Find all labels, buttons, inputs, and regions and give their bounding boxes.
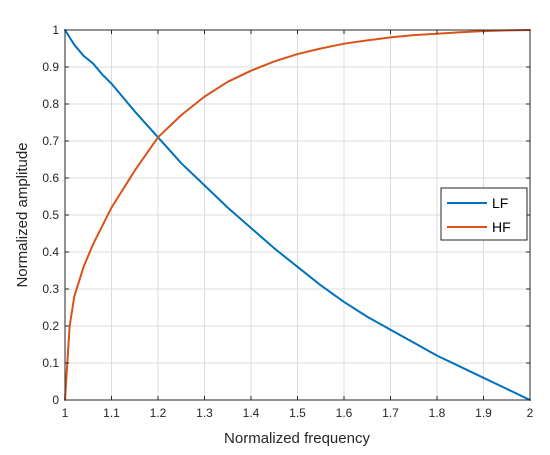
tick-labels: 1 1.1 1.2 1.3 1.4 1.5 1.6 1.7 1.8 1.9 2 0 0.1 0.2 0.3 0… xyxy=(42,23,533,420)
x-tick-label: 1.9 xyxy=(475,406,492,420)
y-tick-label: 0.6 xyxy=(42,171,59,185)
x-tick-label: 1.3 xyxy=(196,406,213,420)
x-axis-label: Normalized frequency xyxy=(224,430,370,447)
x-tick-label: 1.4 xyxy=(243,406,260,420)
legend-label-hf: HF xyxy=(492,219,511,235)
y-tick-label: 0.9 xyxy=(42,60,59,74)
series-line-lf xyxy=(64,29,531,401)
y-tick-label: 0.1 xyxy=(42,356,59,370)
x-tick-label: 1 xyxy=(62,406,69,420)
y-tick-label: 0.3 xyxy=(42,282,59,296)
x-tick-label: 1.2 xyxy=(150,406,167,420)
y-tick-label: 1 xyxy=(52,23,59,37)
x-tick-label: 1.1 xyxy=(103,406,120,420)
y-tick-label: 0.5 xyxy=(42,208,59,222)
x-tick-label: 2 xyxy=(527,406,534,420)
legend: LF HF xyxy=(440,187,528,241)
y-tick-label: 0.2 xyxy=(42,319,59,333)
x-tick-label: 1.6 xyxy=(336,406,353,420)
y-tick-label: 0.4 xyxy=(42,245,59,259)
legend-label-lf: LF xyxy=(492,195,508,211)
y-tick-label: 0.7 xyxy=(42,134,59,148)
y-axis-label: Normalized amplitude xyxy=(14,142,31,287)
x-tick-label: 1.5 xyxy=(289,406,306,420)
ticks xyxy=(64,29,531,401)
y-tick-label: 0 xyxy=(52,393,59,407)
x-tick-label: 1.7 xyxy=(382,406,399,420)
legend-box xyxy=(440,187,528,241)
x-tick-label: 1.8 xyxy=(429,406,446,420)
y-tick-label: 0.8 xyxy=(42,97,59,111)
